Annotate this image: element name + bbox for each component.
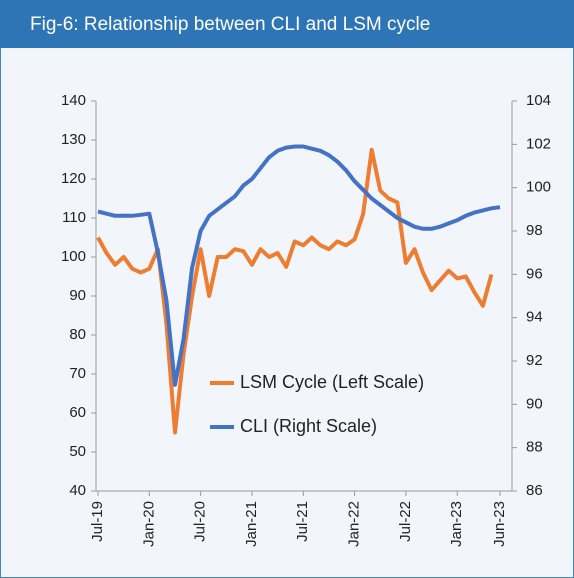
x-tick-label: Jul-21 xyxy=(294,501,311,542)
y-tick-label: 130 xyxy=(61,131,86,148)
y-tick-label: 70 xyxy=(69,365,86,382)
y2-tick-label: 102 xyxy=(526,135,551,152)
y-tick-label: 140 xyxy=(61,92,86,109)
x-tick-label: Jul-22 xyxy=(397,501,414,542)
y2-tick-label: 94 xyxy=(526,309,543,326)
y2-tick-label: 98 xyxy=(526,222,543,239)
y2-tick-label: 104 xyxy=(526,92,551,109)
y-tick-label: 50 xyxy=(69,443,86,460)
y2-tick-label: 96 xyxy=(526,265,543,282)
y-tick-label: 100 xyxy=(61,248,86,265)
y2-tick-label: 100 xyxy=(526,179,551,196)
y2-tick-label: 88 xyxy=(526,439,543,456)
y-tick-label: 90 xyxy=(69,287,86,304)
x-tick-label: Jun-23 xyxy=(491,501,508,547)
legend-label: LSM Cycle (Left Scale) xyxy=(240,372,424,392)
y2-tick-label: 86 xyxy=(526,482,543,499)
y-tick-label: 60 xyxy=(69,404,86,421)
y2-tick-label: 90 xyxy=(526,395,543,412)
title-banner xyxy=(0,0,574,48)
line-series xyxy=(96,147,494,435)
x-tick-label: Jan-21 xyxy=(243,501,260,547)
x-tick-label: Jan-23 xyxy=(448,501,465,547)
legend-label: CLI (Right Scale) xyxy=(240,416,377,436)
y2-tick-label: 92 xyxy=(526,352,543,369)
x-tick-label: Jan-20 xyxy=(140,501,157,547)
x-tick-label: Jan-22 xyxy=(346,501,363,547)
y-tick-label: 40 xyxy=(69,482,86,499)
y-tick-label: 80 xyxy=(69,326,86,343)
x-tick-label: Jul-19 xyxy=(89,501,106,542)
y-tick-label: 110 xyxy=(62,209,86,226)
line-series xyxy=(97,144,501,387)
chart-title: Fig-6: Relationship between CLI and LSM … xyxy=(30,14,430,35)
x-tick-label: Jul-20 xyxy=(192,501,209,542)
y-tick-label: 120 xyxy=(61,170,86,187)
